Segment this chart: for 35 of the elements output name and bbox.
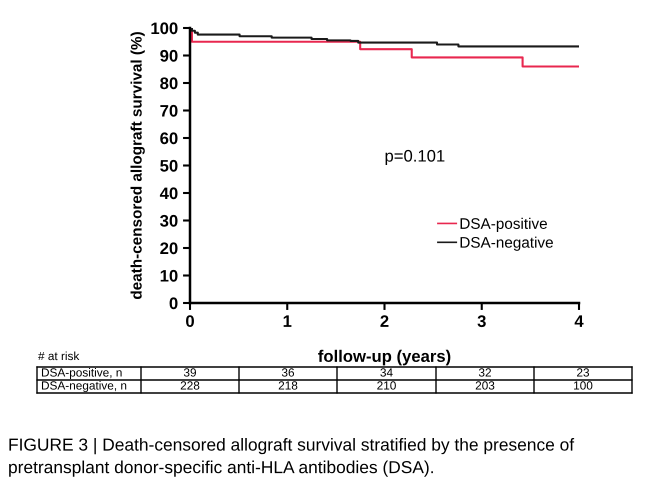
x-tick-label: 4	[574, 315, 584, 327]
y-tick-label: 90	[160, 50, 178, 62]
text: 39	[184, 368, 196, 377]
text: 218	[278, 381, 298, 390]
x-tick-label: 2	[380, 315, 388, 327]
y-tick-label: 80	[160, 77, 178, 90]
y-tick-label: 20	[160, 242, 178, 254]
y-tick-label: 70	[160, 104, 178, 117]
legend-label: DSA-negative	[460, 236, 553, 251]
text: DSA-positive, n	[42, 368, 122, 380]
y-tick-label: 60	[160, 132, 178, 144]
text: # at risk	[38, 351, 80, 360]
x-axis-title: follow-up (years)	[318, 350, 450, 366]
annotation: p=0.101	[386, 150, 444, 166]
text: 228	[180, 381, 200, 390]
text: 100	[574, 381, 592, 390]
text: 36	[282, 368, 294, 377]
text: 203	[476, 381, 494, 390]
y-tick-label: 0	[170, 297, 178, 310]
text: DSA-negative, n	[42, 380, 126, 392]
y-tick-label: 50	[160, 160, 178, 172]
text: 34	[380, 368, 393, 377]
x-tick-label: 1	[284, 315, 292, 327]
y-tick-label: 100	[151, 22, 178, 34]
text: 23	[577, 368, 590, 377]
y-axis-title: death-censored allograft survival (%)	[130, 32, 145, 299]
y-tick-label: 10	[160, 270, 178, 282]
x-tick-label: 3	[478, 315, 486, 328]
text: 32	[478, 368, 491, 377]
legend-label: DSA-positive	[460, 218, 547, 232]
y-tick-label: 40	[160, 187, 178, 200]
caption: FIGURE 3 | Death-censored allograft survival stratified by the presence of pretransplant donor-specific anti-HLA antibodies (DSA).	[9, 438, 574, 477]
text: 210	[377, 381, 396, 390]
x-tick-label: 0	[186, 315, 194, 328]
y-tick-label: 30	[160, 214, 178, 227]
